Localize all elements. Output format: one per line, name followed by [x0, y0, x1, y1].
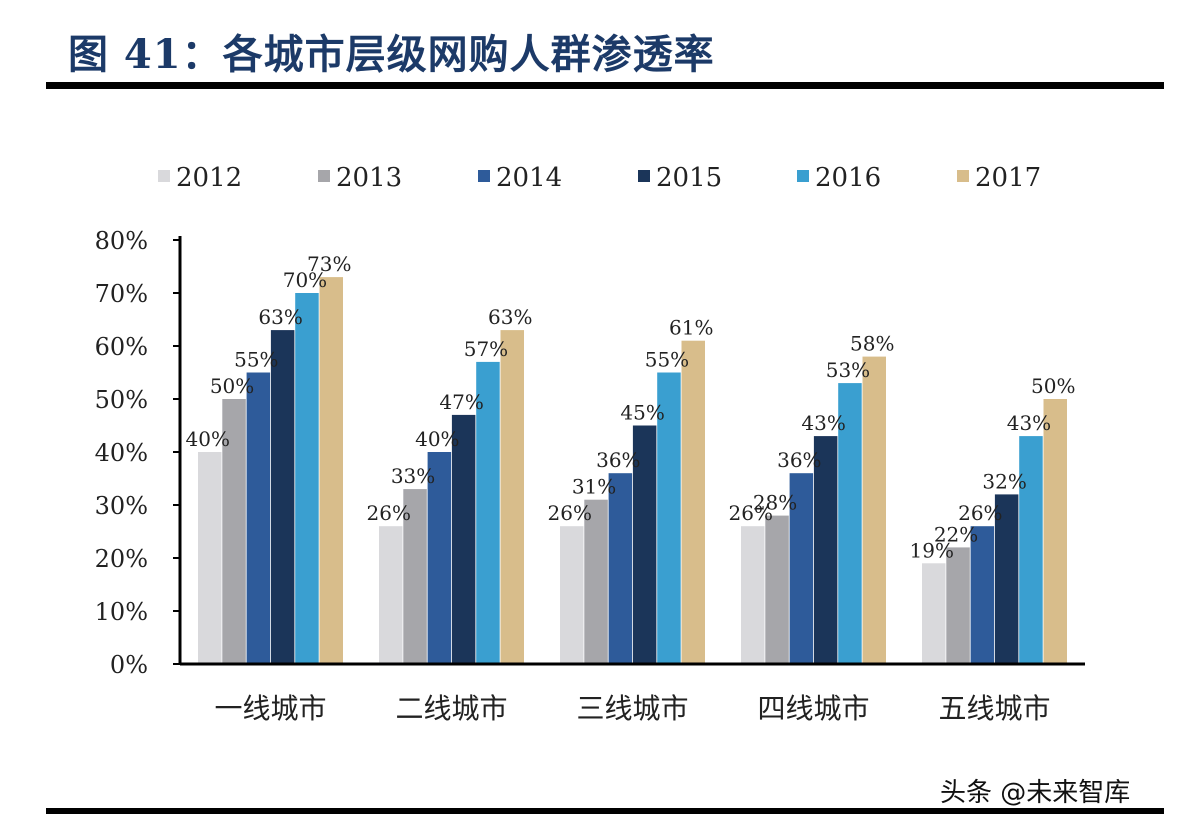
y-tick-label: 70%: [95, 280, 148, 308]
watermark: 头条 @未来智库: [940, 778, 1131, 808]
data-label: 57%: [464, 337, 508, 361]
y-tick-label: 40%: [95, 439, 148, 467]
data-label: 58%: [850, 332, 894, 356]
bar-2014: [427, 452, 452, 664]
legend-swatch-2017: [957, 170, 969, 182]
legend: 2012 2013 2014 2015 2016 2017: [158, 163, 1041, 193]
bar-2016: [657, 372, 681, 664]
data-label: 63%: [258, 305, 302, 329]
data-label: 45%: [620, 401, 664, 425]
bar-2017: [1043, 399, 1067, 664]
bar-2012: [560, 526, 584, 664]
bar-2017: [862, 356, 886, 664]
bar-2014: [246, 372, 271, 664]
y-tick-label: 20%: [95, 545, 148, 573]
data-label: 26%: [367, 501, 411, 525]
bar-2016: [476, 361, 500, 664]
y-tick-label: 60%: [95, 333, 148, 361]
bar-2014: [970, 526, 995, 664]
bar-2013: [403, 489, 427, 664]
bar-2015: [813, 436, 838, 664]
bar-2017: [681, 340, 705, 664]
data-label: 26%: [729, 501, 773, 525]
legend-label: 2014: [496, 163, 562, 193]
category-label: 一线城市: [214, 692, 326, 725]
bar-2015: [270, 330, 295, 664]
bar-2016: [1019, 436, 1043, 664]
data-label: 50%: [1031, 374, 1075, 398]
legend-swatch-2013: [318, 170, 330, 182]
data-label: 22%: [934, 522, 978, 546]
y-tick-label: 10%: [95, 598, 148, 626]
y-axis: 0% 10% 20% 30% 40% 50% 60% 70% 80%: [95, 227, 182, 679]
category-label: 五线城市: [938, 692, 1050, 725]
data-label: 55%: [234, 348, 278, 372]
legend-swatch-2016: [797, 170, 809, 182]
legend-label: 2017: [975, 163, 1041, 193]
data-label: 32%: [982, 469, 1026, 493]
legend-label: 2016: [815, 163, 881, 193]
data-label: 28%: [753, 491, 797, 515]
bar-2016: [838, 383, 862, 664]
bar-2016: [295, 293, 319, 664]
legend-label: 2015: [656, 163, 722, 193]
data-label: 26%: [548, 501, 592, 525]
data-label: 36%: [596, 448, 640, 472]
data-label: 43%: [1007, 411, 1051, 435]
bar-2017: [500, 330, 524, 664]
data-label: 73%: [307, 252, 351, 276]
bar-2012: [922, 563, 946, 664]
bar-2013: [222, 399, 246, 664]
legend-swatch-2014: [478, 170, 490, 182]
bar-2014: [608, 473, 633, 664]
data-label: 31%: [572, 475, 616, 499]
data-label: 40%: [415, 427, 459, 451]
bar-2015: [451, 414, 476, 664]
legend-label: 2012: [176, 163, 242, 193]
bar-chart: 2012 2013 2014 2015 2016 2017 0% 10% 20% 30% 40% 5…: [95, 163, 1085, 725]
data-label: 47%: [439, 390, 483, 414]
category-label: 二线城市: [395, 692, 507, 725]
data-label: 50%: [210, 374, 254, 398]
data-label: 43%: [801, 411, 845, 435]
data-label: 61%: [669, 316, 713, 340]
bars: [198, 277, 1067, 664]
bar-2014: [789, 473, 814, 664]
bar-2012: [741, 526, 765, 664]
category-label: 四线城市: [757, 692, 869, 725]
chart-title: 图 41：各城市层级网购人群渗透率: [68, 31, 715, 78]
bar-2015: [632, 425, 657, 664]
legend-swatch-2012: [158, 170, 170, 182]
bar-2013: [946, 547, 970, 664]
data-label: 53%: [826, 358, 870, 382]
y-tick-label: 80%: [95, 227, 148, 255]
data-label: 19%: [910, 538, 954, 562]
top-divider: [46, 82, 1164, 89]
data-label: 40%: [186, 427, 230, 451]
data-label: 26%: [958, 501, 1002, 525]
data-label: 70%: [283, 268, 327, 292]
data-labels: 40%50%55%63%70%73%26%33%40%47%57%63%26%3…: [186, 252, 1076, 562]
bar-2013: [584, 499, 608, 664]
bar-2012: [198, 452, 222, 664]
legend-label: 2013: [336, 163, 402, 193]
bar-2012: [379, 526, 403, 664]
data-label: 55%: [645, 348, 689, 372]
legend-swatch-2015: [638, 170, 650, 182]
x-axis: 一线城市 二线城市 三线城市 四线城市 五线城市: [180, 662, 1085, 725]
y-tick-label: 50%: [95, 386, 148, 414]
bar-2013: [765, 515, 789, 664]
bar-2015: [994, 494, 1019, 664]
y-tick-label: 0%: [110, 651, 148, 679]
y-tick-label: 30%: [95, 492, 148, 520]
data-label: 36%: [777, 448, 821, 472]
bar-2017: [319, 277, 343, 664]
category-label: 三线城市: [576, 692, 688, 725]
bottom-divider: [46, 808, 1164, 814]
data-label: 63%: [488, 305, 532, 329]
data-label: 33%: [391, 464, 435, 488]
